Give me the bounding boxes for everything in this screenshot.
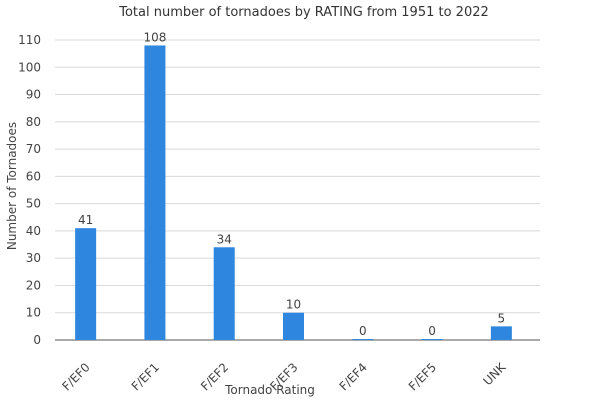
x-tick-label: F/EF4: [337, 360, 370, 393]
y-tick-label: 50: [26, 197, 41, 211]
data-label: 41: [78, 213, 93, 227]
bar-f-ef0: [75, 228, 97, 340]
data-label: 108: [143, 30, 166, 44]
x-tick-label: F/EF1: [129, 360, 162, 393]
x-tick-label: UNK: [480, 359, 509, 388]
y-tick-label: 70: [26, 142, 41, 156]
x-tick-label: F/EF5: [406, 360, 439, 393]
bar-f-ef2: [213, 247, 235, 340]
bar-unk: [490, 326, 512, 340]
bars: [75, 45, 512, 341]
y-tick-label: 30: [26, 251, 41, 265]
x-tick-label: F/EF0: [59, 360, 92, 393]
data-label: 34: [217, 232, 232, 246]
y-axis-title: Number of Tornadoes: [5, 122, 19, 250]
data-label: 0: [428, 324, 436, 338]
data-label: 10: [286, 298, 301, 312]
data-labels: 41 108 34 10 0 0 5: [78, 30, 505, 338]
y-tick-label: 60: [26, 169, 41, 183]
y-tick-label: 110: [18, 33, 41, 47]
chart-title: Total number of tornadoes by RATING from…: [118, 5, 489, 20]
bar-f-ef3: [283, 312, 304, 340]
y-tick-label: 40: [26, 224, 41, 238]
y-tick-label: 80: [26, 115, 41, 129]
data-label: 5: [498, 311, 506, 325]
y-tick-label: 90: [26, 88, 41, 102]
y-tick-label: 0: [33, 333, 41, 347]
gridlines: [55, 39, 540, 341]
x-axis-title: Tornado Rating: [224, 383, 315, 397]
bar-f-ef1: [144, 45, 166, 341]
y-axis: 0 10 20 30 40 50 60 70 80 90 100 110: [18, 33, 41, 347]
data-label: 0: [359, 324, 367, 338]
bar-f-ef5: [421, 339, 443, 340]
y-tick-label: 10: [26, 306, 41, 320]
bar-f-ef4: [352, 339, 374, 340]
y-tick-label: 20: [26, 278, 41, 292]
y-tick-label: 100: [18, 60, 41, 74]
